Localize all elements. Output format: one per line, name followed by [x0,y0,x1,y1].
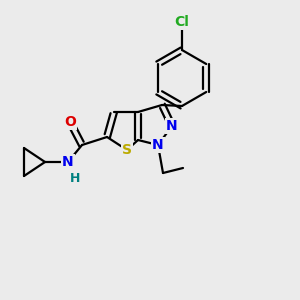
Text: N: N [166,119,178,133]
Text: S: S [122,143,132,157]
Text: O: O [64,115,76,129]
Text: H: H [70,172,80,184]
Text: N: N [62,155,74,169]
Text: N: N [152,138,164,152]
Text: Cl: Cl [175,15,189,29]
